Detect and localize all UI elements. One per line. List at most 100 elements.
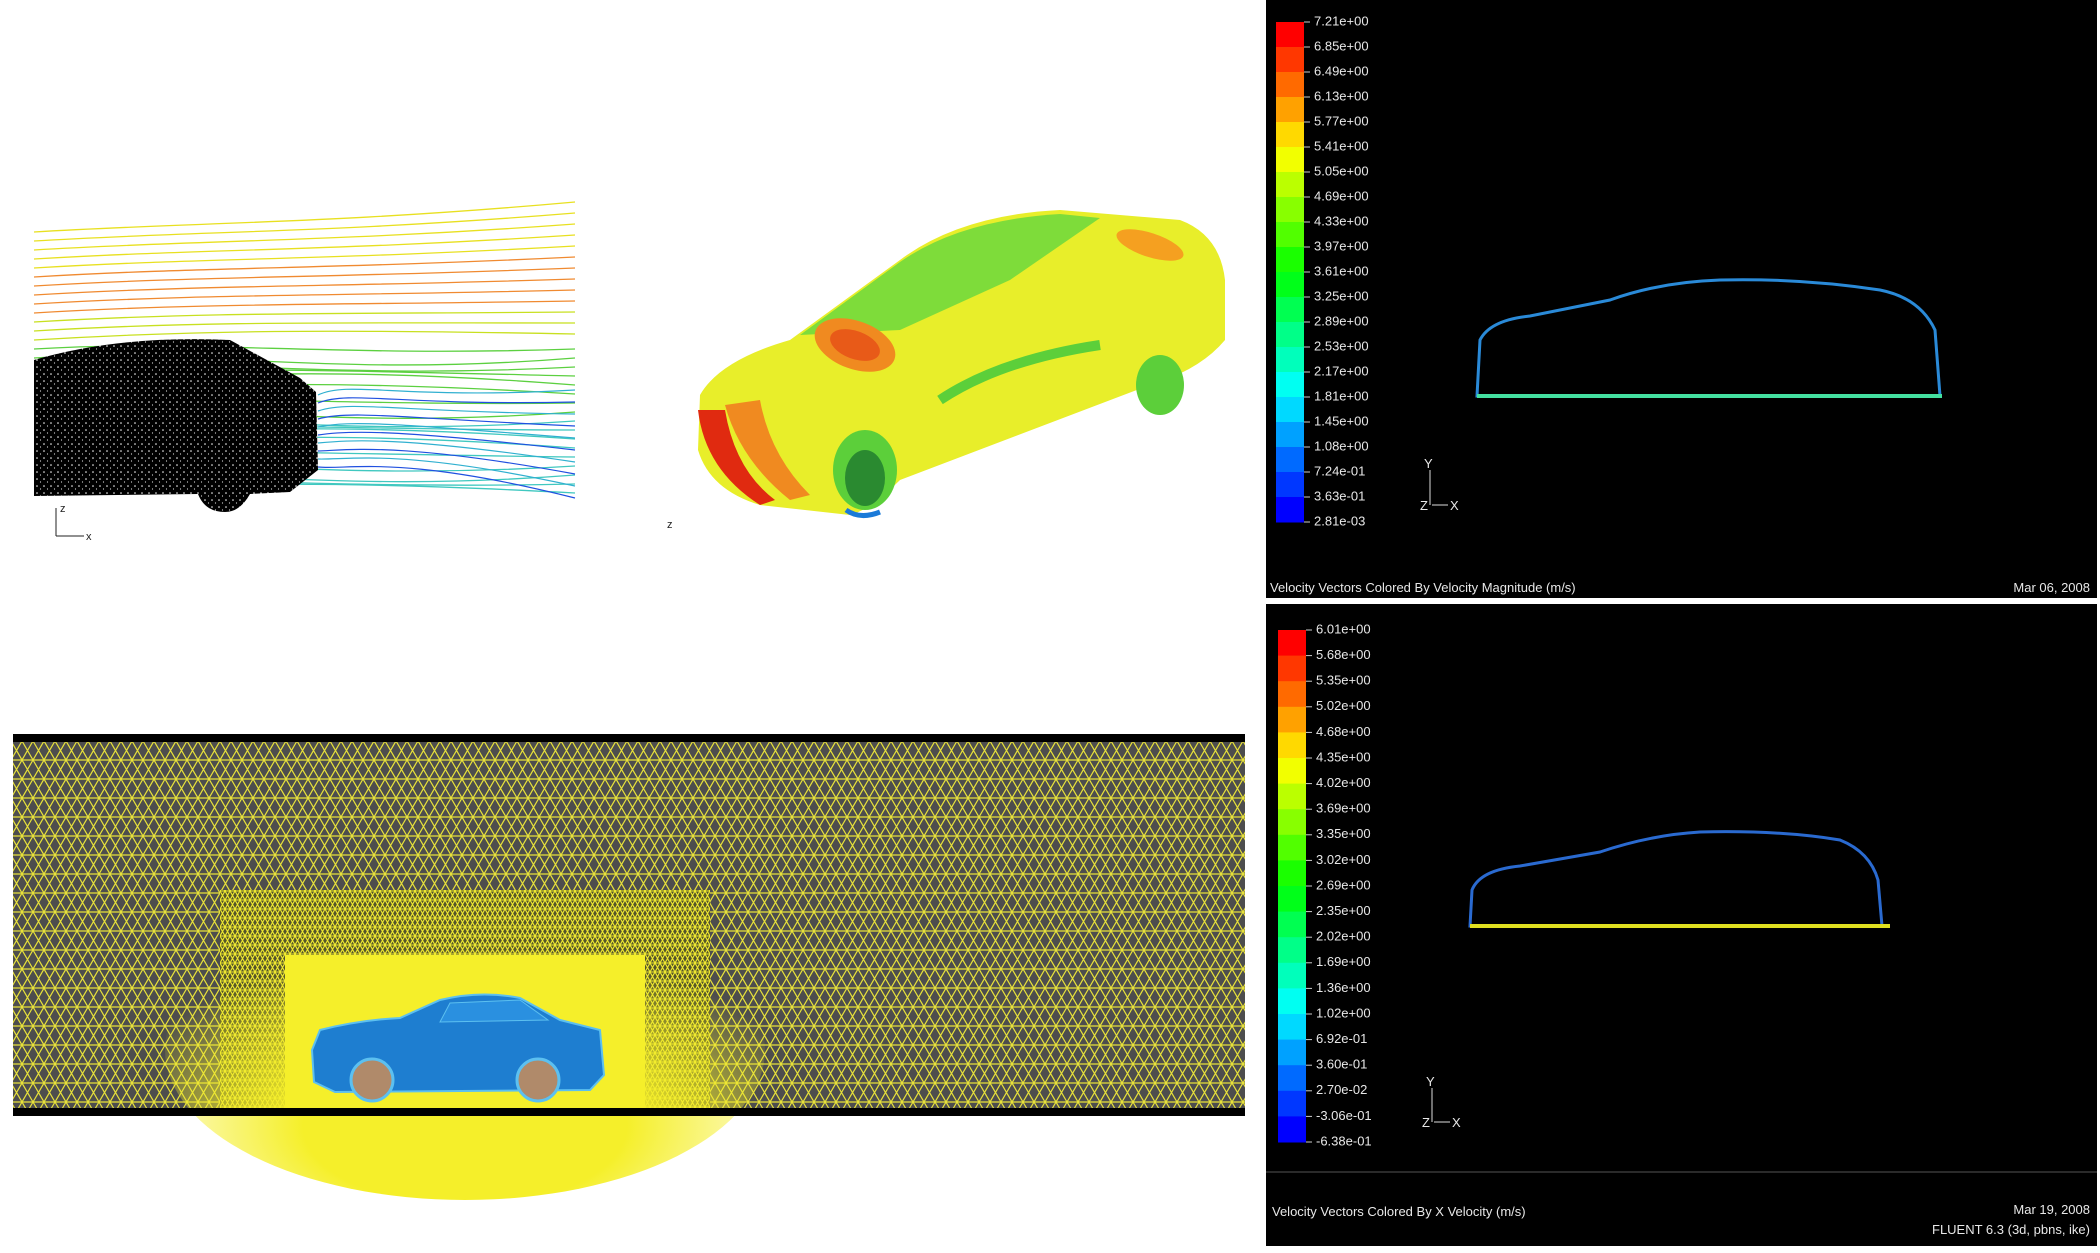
color-band bbox=[1276, 147, 1304, 173]
color-band bbox=[1278, 732, 1306, 759]
legend-label: 3.63e-01 bbox=[1314, 488, 1365, 503]
legend-label: 5.02e+00 bbox=[1316, 698, 1371, 713]
color-band bbox=[1278, 1039, 1306, 1066]
legend-label: 5.68e+00 bbox=[1316, 647, 1371, 662]
color-band bbox=[1276, 97, 1304, 123]
color-band bbox=[1276, 47, 1304, 73]
color-band bbox=[1278, 1014, 1306, 1041]
legend-label: 2.35e+00 bbox=[1316, 903, 1371, 918]
legend-label: 2.17e+00 bbox=[1314, 363, 1369, 378]
streamline bbox=[317, 457, 576, 487]
axis-label: z bbox=[60, 503, 66, 515]
legend-label: 5.41e+00 bbox=[1314, 138, 1369, 153]
legend-label: 5.35e+00 bbox=[1316, 673, 1371, 688]
color-band bbox=[1278, 834, 1306, 861]
legend-label: 3.97e+00 bbox=[1314, 238, 1369, 253]
axis-label: x bbox=[86, 531, 92, 543]
streamline bbox=[317, 431, 576, 451]
legend-label: 2.89e+00 bbox=[1314, 313, 1369, 328]
caption: Velocity Vectors Colored By X Velocity (… bbox=[1272, 1204, 1526, 1219]
color-band bbox=[1276, 222, 1304, 248]
legend-label: 1.69e+00 bbox=[1316, 954, 1371, 969]
streamline bbox=[33, 201, 576, 233]
axis-triad: z x bbox=[55, 503, 92, 543]
legend-label: 6.49e+00 bbox=[1314, 63, 1369, 78]
color-band bbox=[1276, 322, 1304, 348]
color-band bbox=[1278, 1090, 1306, 1117]
car-silhouette bbox=[34, 339, 318, 512]
color-band bbox=[1278, 962, 1306, 989]
color-band bbox=[1276, 297, 1304, 323]
legend-label: 3.61e+00 bbox=[1314, 263, 1369, 278]
color-band bbox=[1278, 1116, 1306, 1143]
streamline bbox=[317, 397, 576, 404]
color-band bbox=[1276, 197, 1304, 223]
color-band bbox=[1276, 72, 1304, 98]
streamline bbox=[317, 465, 576, 499]
streamline bbox=[317, 388, 576, 396]
streamline bbox=[33, 245, 576, 269]
legend-label: 6.92e-01 bbox=[1316, 1031, 1367, 1046]
legend-label: 6.85e+00 bbox=[1314, 38, 1369, 53]
legend-label: 3.69e+00 bbox=[1316, 801, 1371, 816]
axis-label: X bbox=[1452, 1115, 1461, 1130]
color-band bbox=[1276, 347, 1304, 373]
color-band bbox=[1278, 988, 1306, 1015]
axis-label: z bbox=[667, 519, 673, 531]
legend-label: 7.24e-01 bbox=[1314, 463, 1365, 478]
legend-label: 3.25e+00 bbox=[1314, 288, 1369, 303]
color-band bbox=[1276, 472, 1304, 498]
legend-label: 2.81e-03 bbox=[1314, 513, 1365, 528]
streamline bbox=[33, 300, 576, 314]
streamline bbox=[33, 223, 576, 251]
color-band bbox=[1278, 706, 1306, 733]
legend-label: 5.77e+00 bbox=[1314, 113, 1369, 128]
color-band bbox=[1278, 630, 1306, 657]
axis-label: Z bbox=[1420, 498, 1428, 513]
legend-label: 4.69e+00 bbox=[1314, 188, 1369, 203]
color-band bbox=[1276, 247, 1304, 273]
date: Mar 19, 2008 bbox=[2013, 1202, 2090, 1217]
streamline bbox=[33, 234, 576, 260]
streamline bbox=[317, 405, 576, 415]
color-band bbox=[1276, 422, 1304, 448]
date: Mar 06, 2008 bbox=[2013, 580, 2090, 595]
color-band bbox=[1278, 1065, 1306, 1092]
legend-label: 1.45e+00 bbox=[1314, 413, 1369, 428]
surface-car bbox=[698, 210, 1225, 518]
car-silhouette bbox=[1475, 278, 1942, 398]
mesh-panel bbox=[13, 734, 1245, 1200]
streamline bbox=[317, 448, 576, 475]
axis-label: Y bbox=[1426, 1074, 1435, 1089]
legend: 6.01e+00 5.68e+00 5.35e+00 5.02e+00 4.68e+00… bbox=[1278, 621, 1372, 1148]
color-band bbox=[1278, 783, 1306, 810]
streamline bbox=[33, 311, 576, 323]
legend-label: 1.02e+00 bbox=[1316, 1005, 1371, 1020]
caption: Velocity Vectors Colored By Velocity Mag… bbox=[1270, 580, 1576, 595]
streamline bbox=[33, 267, 576, 287]
axis-label: Y bbox=[1424, 456, 1433, 471]
color-band bbox=[1278, 886, 1306, 913]
color-band bbox=[1278, 937, 1306, 964]
solver-info: FLUENT 6.3 (3d, pbns, ike) bbox=[1932, 1222, 2090, 1237]
axis-label: X bbox=[1450, 498, 1459, 513]
color-band bbox=[1278, 655, 1306, 682]
legend-label: 2.69e+00 bbox=[1316, 877, 1371, 892]
streamline bbox=[317, 440, 576, 463]
color-band bbox=[1278, 911, 1306, 938]
legend-label: 4.02e+00 bbox=[1316, 775, 1371, 790]
legend-label: -3.06e-01 bbox=[1316, 1108, 1372, 1123]
color-band bbox=[1276, 122, 1304, 148]
car-silhouette bbox=[1468, 830, 1884, 928]
color-band bbox=[1276, 447, 1304, 473]
legend: 7.21e+00 6.85e+00 6.49e+00 6.13e+00 5.77e+00… bbox=[1276, 13, 1369, 528]
streamline bbox=[33, 330, 576, 341]
legend-label: 5.05e+00 bbox=[1314, 163, 1369, 178]
streamline bbox=[33, 212, 576, 242]
legend-label: 6.01e+00 bbox=[1316, 621, 1371, 636]
color-band bbox=[1276, 372, 1304, 398]
streamline bbox=[33, 256, 576, 278]
color-band bbox=[1278, 809, 1306, 836]
